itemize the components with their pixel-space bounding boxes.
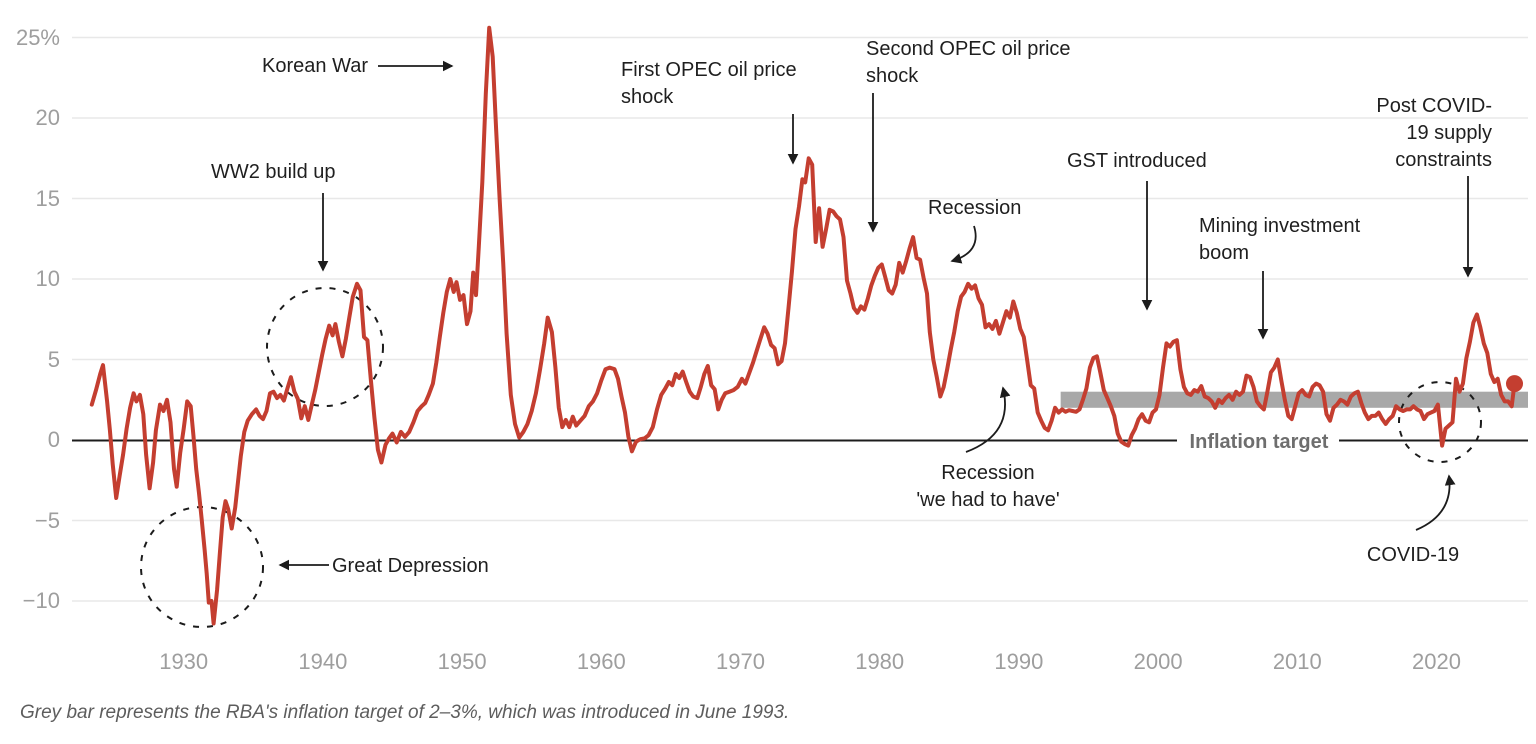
x-axis-tick-label: 1990 — [994, 649, 1044, 674]
annotation-gst-introduced: GST introduced — [1067, 150, 1207, 172]
annotation-line: Recession — [941, 462, 1035, 484]
annotation-covid-19: COVID-19 — [1366, 544, 1460, 566]
annotation-mining-boom: Mining investment boom — [1199, 213, 1360, 267]
x-axis-tick-label: 2000 — [1133, 649, 1183, 674]
annotation-second-opec: Second OPEC oil price shock — [866, 36, 1071, 90]
annotation-ww2-build-up: WW2 build up — [211, 161, 336, 183]
annotation-line: 19 supply — [1406, 122, 1492, 144]
x-axis-tick-label: 1950 — [437, 649, 487, 674]
annotation-line: 'we had to have' — [916, 489, 1060, 511]
x-axis-tick-label: 1980 — [855, 649, 905, 674]
latest-value-dot — [1506, 375, 1523, 393]
annotation-line: boom — [1199, 242, 1250, 264]
annotation-line: First OPEC oil price — [621, 59, 797, 81]
x-axis-tick-label: 1940 — [298, 649, 348, 674]
inflation-line — [89, 25, 1517, 626]
x-axis-tick-label: 2020 — [1412, 649, 1461, 674]
recession-90s-arrow — [965, 386, 1011, 453]
annotation-line: shock — [866, 65, 919, 87]
annotation-line: Second OPEC oil price — [866, 38, 1071, 60]
x-axis-tick-label: 1970 — [716, 649, 765, 674]
annotation-great-depression: Great Depression — [332, 555, 489, 577]
y-axis-tick-label: −5 — [34, 507, 60, 533]
x-axis-tick-label: 1960 — [576, 649, 626, 674]
ww2-build-up-circle — [266, 287, 384, 407]
y-axis-tick-label: 20 — [35, 105, 60, 130]
annotation-recession-80s: Recession — [928, 197, 1022, 219]
gridlines — [72, 36, 1528, 602]
annotation-post-covid-supply: Post COVID- 19 supply constraints — [1342, 93, 1492, 174]
annotation-line: Mining investment — [1199, 215, 1361, 237]
annotation-line: constraints — [1395, 149, 1492, 171]
annotation-line: Post COVID- — [1376, 95, 1492, 117]
recession-80s-arrow — [950, 225, 977, 264]
annotation-first-opec: First OPEC oil price shock — [621, 57, 797, 111]
annotation-recession-we-had-to-have: Recession 'we had to have' — [900, 460, 1076, 514]
annotation-arrows — [278, 60, 1474, 571]
annotation-line: shock — [621, 86, 674, 108]
x-axis-tick-label: 1930 — [159, 649, 209, 674]
x-axis-tick-label: 2010 — [1272, 649, 1322, 674]
annotation-korean-war: Korean War — [262, 55, 368, 77]
y-axis-tick-label: 10 — [35, 266, 60, 291]
y-axis-tick-label: 25% — [15, 24, 60, 50]
y-axis-tick-label: 0 — [47, 427, 60, 452]
covid-19-circle — [1398, 381, 1482, 463]
inflation-target-band — [1060, 391, 1528, 408]
covid-arrow — [1415, 474, 1456, 531]
y-axis-tick-label: −10 — [22, 588, 60, 613]
chart-footnote: Grey bar represents the RBA's inflation … — [20, 702, 790, 723]
inflation-target-label: Inflation target — [1189, 431, 1329, 453]
y-axis-tick-label: 5 — [47, 346, 60, 372]
y-axis-tick-label: 15 — [35, 185, 60, 211]
